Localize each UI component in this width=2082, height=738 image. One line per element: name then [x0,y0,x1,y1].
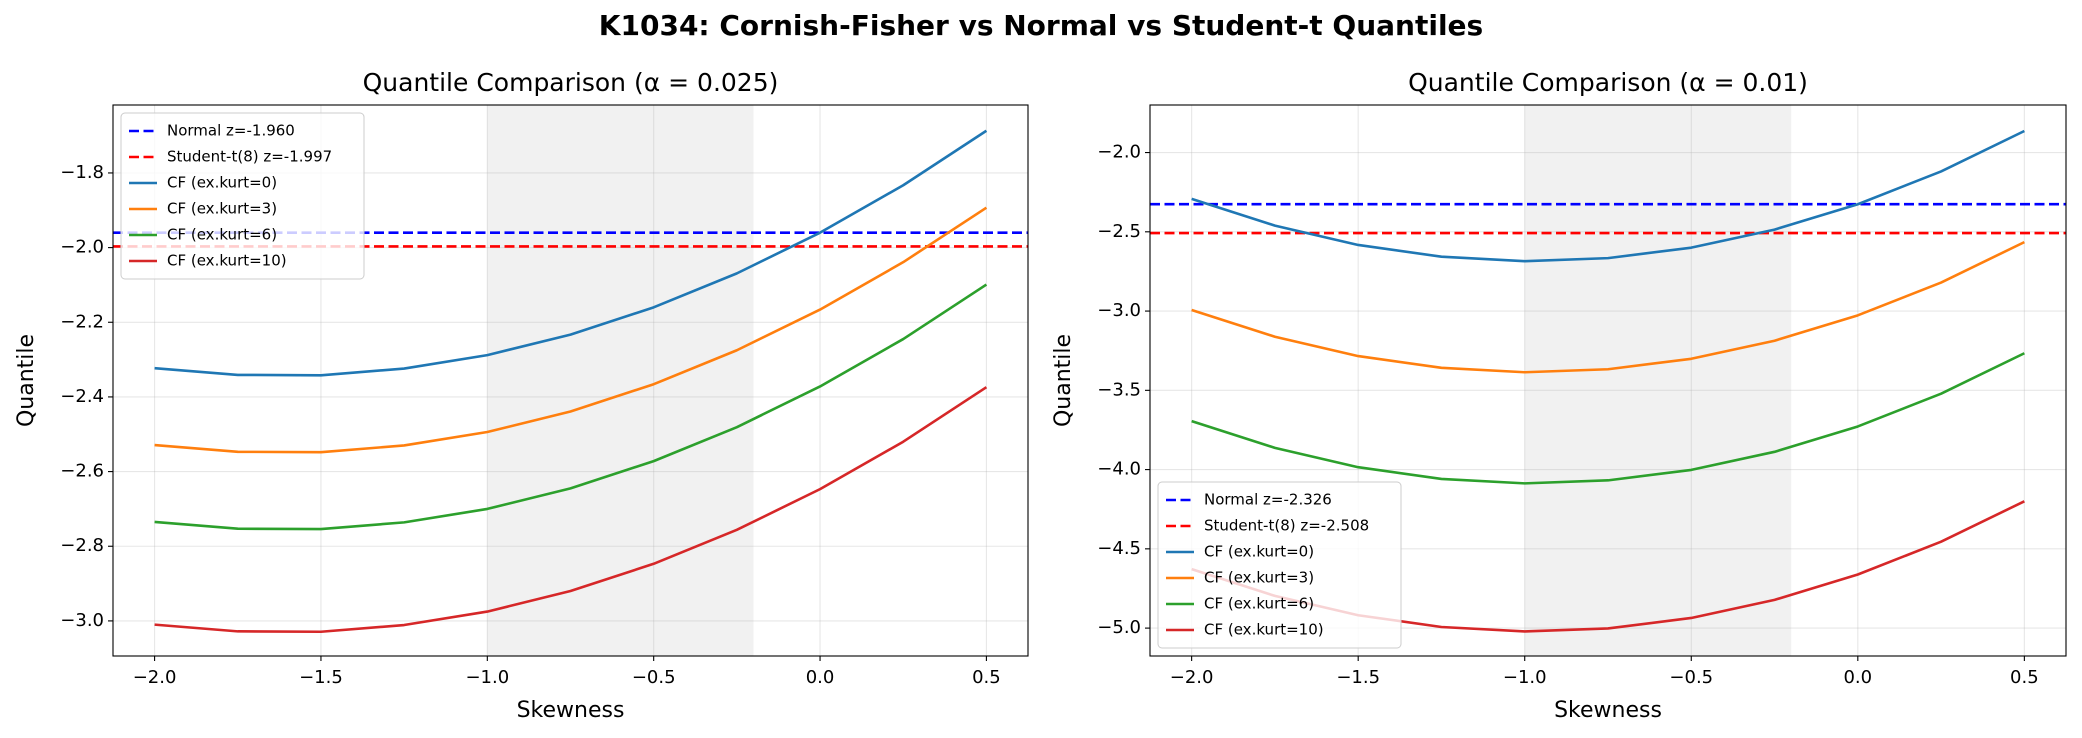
legend-label: CF (ex.kurt=3) [167,200,277,218]
x-tick-label: 0.0 [1843,667,1872,688]
x-tick-label: −0.5 [632,667,676,688]
legend-frame [120,112,365,280]
legend-label: CF (ex.kurt=6) [167,226,277,244]
x-tick-label: −2.0 [133,667,177,688]
axes-frame [1149,104,2067,657]
y-tick-label: −2.5 [1097,221,1141,242]
plot-area: −2.0 −1.5 −1.0 −0.5 0.0 0.5 −3.0 −2.8 −2.6 −2.4 −2… [14,68,1029,723]
legend-label: CF (ex.kurt=6) [1204,595,1314,613]
x-axis-label: Skewness [517,698,625,723]
y-tick-label: −3.5 [1097,379,1141,400]
y-tick-label: −2.0 [60,237,104,258]
shaded-span [487,105,754,656]
legend-label: CF (ex.kurt=10) [167,252,287,270]
series-line [154,129,988,377]
y-tick-label: −2.2 [60,311,104,332]
y-tick-label: −2.4 [60,386,104,407]
plot-area: −2.0 −1.5 −1.0 −0.5 0.0 0.5 −5.0 −4.5 −4.0 −3.5 −3… [1051,68,2067,723]
legend-label: Student-t(8) z=-1.997 [167,148,332,166]
legend-label: Normal z=-2.326 [1204,491,1332,509]
legend-label: Student-t(8) z=-2.508 [1204,517,1369,535]
y-tick-label: −3.0 [60,610,104,631]
x-tick-label: 0.0 [806,667,835,688]
y-tick-label: −3.0 [1097,300,1141,321]
x-axis-label: Skewness [1554,698,1662,723]
series-line [154,283,988,531]
legend-label: CF (ex.kurt=0) [1204,543,1314,561]
legend: Normal z=-1.960 Student-t(8) z=-1.997 CF (… [120,112,365,280]
x-tick-label: 0.5 [2010,667,2039,688]
subplot-title: Quantile Comparison (α = 0.01) [1408,68,1808,97]
figure-title: K1034: Cornish-Fisher vs Normal vs Stude… [599,9,1483,42]
y-axis-label: Quantile [1051,334,1076,427]
x-tick-label: −1.0 [1503,667,1547,688]
x-tick-label: 0.5 [972,667,1001,688]
legend-frame [1157,481,1402,649]
y-tick-label: −4.5 [1097,538,1141,559]
legend: Normal z=-2.326 Student-t(8) z=-2.508 CF (… [1157,481,1402,649]
legend-label: Normal z=-1.960 [167,122,295,140]
y-tick-label: −2.0 [1097,142,1141,163]
shaded-span [1524,105,1792,656]
y-tick-label: −4.0 [1097,459,1141,480]
y-axis-label: Quantile [14,334,39,427]
axes-frame [112,104,1029,657]
series-line [154,386,988,634]
legend-label: CF (ex.kurt=3) [1204,569,1314,587]
subplot-title: Quantile Comparison (α = 0.025) [363,68,779,97]
series-line [1191,352,2025,485]
series-line [1191,240,2025,374]
x-tick-label: −0.5 [1669,667,1713,688]
y-tick-label: −1.8 [60,162,104,183]
y-tick-label: −5.0 [1097,617,1141,638]
y-tick-label: −2.8 [60,535,104,556]
x-tick-label: −1.5 [299,667,343,688]
series-line [1191,129,2025,263]
x-tick-label: −1.0 [465,667,509,688]
x-tick-label: −1.5 [1336,667,1380,688]
legend-label: CF (ex.kurt=10) [1204,621,1324,639]
legend-label: CF (ex.kurt=0) [167,174,277,192]
series-line [154,206,988,454]
y-tick-label: −2.6 [60,461,104,482]
x-tick-label: −2.0 [1170,667,1214,688]
